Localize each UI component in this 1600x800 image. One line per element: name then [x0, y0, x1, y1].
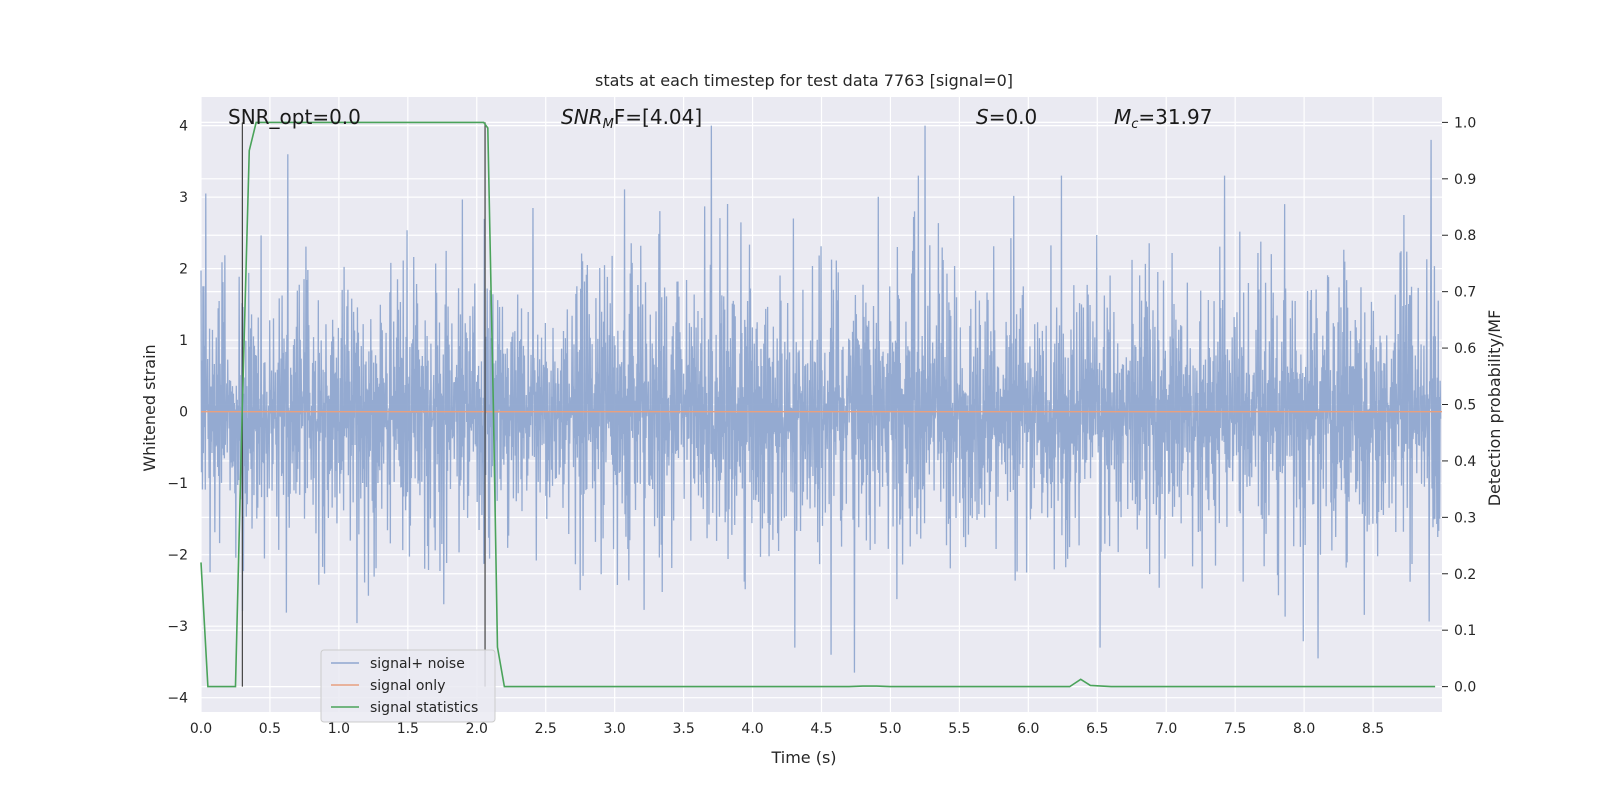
annotation-snr-opt: SNR_opt=0.0 [228, 105, 361, 129]
y-tick-label-left: 4 [179, 119, 188, 135]
y-tick-label-right: 0.3 [1454, 510, 1476, 526]
annotation-chirp-mass: Mc=31.97 [1114, 105, 1212, 132]
series-signal-noise [200, 125, 1442, 673]
x-tick-label: 8.0 [1293, 721, 1315, 737]
annotation-snr-opt-text: SNR_opt=0.0 [228, 105, 361, 129]
y-axis-label-right: Detection probability/MF [1485, 310, 1504, 507]
y-tick-label-left: −3 [167, 619, 188, 635]
y-tick-label-left: 0 [179, 405, 188, 421]
legend-label-signal-only: signal only [370, 678, 445, 694]
x-tick-label: 6.0 [1017, 721, 1039, 737]
x-tick-label: 5.0 [879, 721, 901, 737]
x-tick-label: 0.5 [259, 721, 281, 737]
axis-ticks: 0.0 0.5 1.0 1.5 2.0 2.5 3.0 3.5 4.0 4.5 5.0 5.5 6.0 6… [167, 115, 1476, 737]
x-tick-label: 8.5 [1362, 721, 1384, 737]
x-tick-label: 3.0 [604, 721, 626, 737]
chart-title: stats at each timestep for test data 776… [595, 71, 1013, 90]
annotation-chirp-mass-rest: =31.97 [1138, 105, 1212, 129]
stats-line [200, 121, 1436, 688]
x-tick-label: 7.0 [1155, 721, 1177, 737]
x-tick-label: 2.0 [466, 721, 488, 737]
legend-box [320, 649, 496, 723]
y-tick-label-left: 3 [179, 190, 188, 206]
annotation-snr-mf-sub: M [603, 117, 614, 132]
annotation-snr-mf-rest: F=[4.04] [614, 105, 702, 129]
y-tick-label-left: −4 [167, 691, 188, 707]
y-tick-label-right: 0.0 [1454, 680, 1476, 696]
x-axis-label: Time (s) [770, 748, 836, 767]
legend: signal+ noise signal only signal statist… [320, 649, 496, 723]
annotation-chirp-mass-sub: c [1131, 117, 1138, 132]
y-tick-label-right: 0.7 [1454, 285, 1476, 301]
x-tick-label: 5.5 [948, 721, 970, 737]
y-tick-label-right: 0.8 [1454, 228, 1476, 244]
y-tick-label-left: −2 [167, 548, 188, 564]
x-tick-label: 0.0 [190, 721, 212, 737]
y-tick-label-right: 1.0 [1454, 115, 1476, 131]
x-tick-label: 1.0 [328, 721, 350, 737]
y-tick-label-right: 0.4 [1454, 454, 1476, 470]
x-tick-label: 4.5 [810, 721, 832, 737]
annotation-s-value: S=0.0 [976, 105, 1037, 129]
y-tick-label-left: 1 [179, 333, 188, 349]
x-tick-label: 1.5 [397, 721, 419, 737]
y-tick-label-right: 0.2 [1454, 567, 1476, 583]
y-tick-label-right: 0.1 [1454, 623, 1476, 639]
x-tick-label: 3.5 [672, 721, 694, 737]
annotation-snr-mf: SNRMF=[4.04] [561, 105, 702, 132]
annotation-snr-mf-base: SNR [561, 105, 603, 129]
x-tick-label: 7.5 [1224, 721, 1246, 737]
x-tick-label: 2.5 [535, 721, 557, 737]
legend-label-signal-noise: signal+ noise [370, 656, 465, 672]
y-tick-label-left: −1 [167, 476, 188, 492]
y-axis-label-left: Whitened strain [140, 344, 159, 471]
annotation-chirp-mass-base: M [1114, 105, 1131, 129]
annotation-s-value-base: S [976, 105, 989, 129]
x-tick-label: 4.0 [741, 721, 763, 737]
noise-trace [200, 125, 1442, 673]
y-tick-label-right: 0.5 [1454, 398, 1476, 414]
series-signal-statistics [200, 121, 1436, 688]
y-tick-label-left: 2 [179, 262, 188, 278]
y-tick-label-right: 0.6 [1454, 341, 1476, 357]
annotation-s-value-rest: =0.0 [989, 105, 1038, 129]
legend-label-signal-statistics: signal statistics [370, 700, 478, 716]
x-tick-label: 6.5 [1086, 721, 1108, 737]
y-tick-label-right: 0.9 [1454, 172, 1476, 188]
